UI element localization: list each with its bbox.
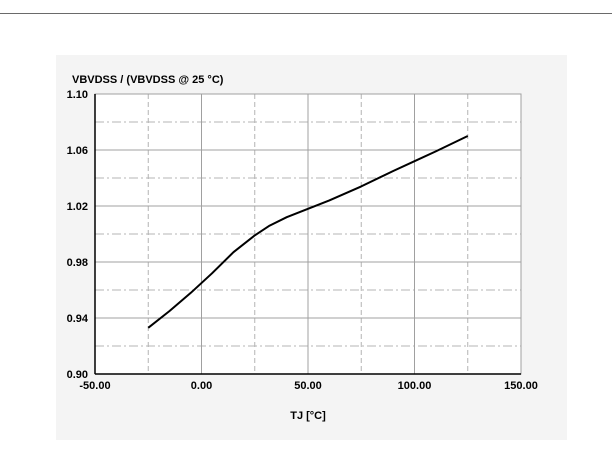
y-tick-label-0: 0.90 bbox=[67, 369, 88, 381]
y-tick-label-1: 0.94 bbox=[67, 313, 89, 325]
x-axis-title: TJ [°C] bbox=[290, 410, 326, 422]
x-tick-labels: -50.00 0.00 50.00 100.00 150.00 bbox=[79, 380, 537, 392]
x-tick-label-2: 50.00 bbox=[294, 380, 322, 392]
axes bbox=[94, 93, 522, 375]
y-tick-label-2: 0.98 bbox=[67, 257, 88, 269]
x-tick-label-0: -50.00 bbox=[79, 380, 110, 392]
x-tick-label-1: 0.00 bbox=[191, 380, 212, 392]
y-axis-title: VBVDSS / (VBVDSS @ 25 °C) bbox=[72, 74, 224, 86]
page-header-rule bbox=[0, 13, 612, 14]
y-tick-label-3: 1.02 bbox=[67, 201, 88, 213]
y-tick-label-4: 1.06 bbox=[67, 145, 88, 157]
y-tick-labels: 0.90 0.94 0.98 1.02 1.06 1.10 bbox=[67, 89, 89, 381]
chart-svg: 0.90 0.94 0.98 1.02 1.06 1.10 -50.00 0.00 50.00… bbox=[67, 74, 538, 422]
chart-frame: 0.90 0.94 0.98 1.02 1.06 1.10 -50.00 0.00 50.00… bbox=[56, 55, 567, 440]
series-line bbox=[147, 135, 469, 329]
y-tick-label-5: 1.10 bbox=[67, 89, 88, 101]
x-tick-label-3: 100.00 bbox=[398, 380, 432, 392]
major-grid bbox=[95, 94, 521, 374]
x-tick-label-4: 150.00 bbox=[504, 380, 538, 392]
